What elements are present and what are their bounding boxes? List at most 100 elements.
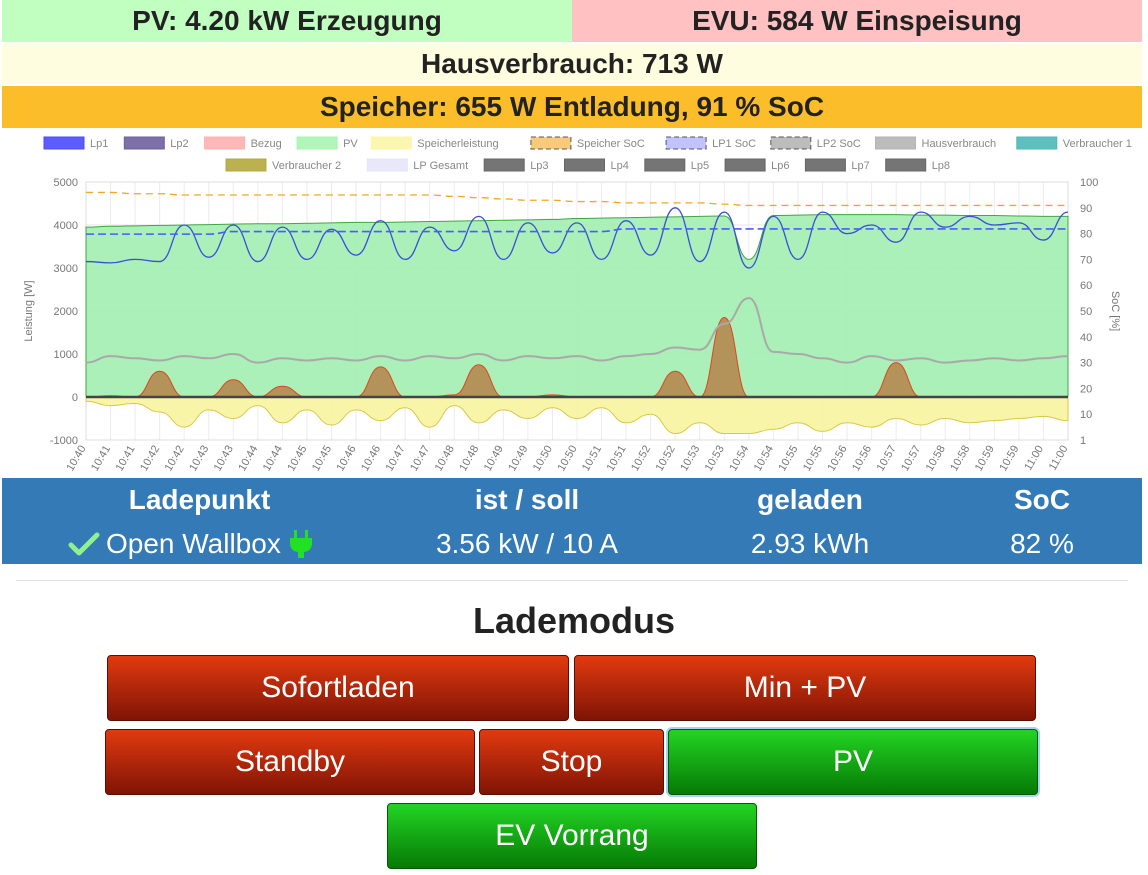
legend-item-lp1-soc: LP1 SoC — [665, 136, 756, 150]
x-tick-label: 10:59 — [997, 444, 1021, 474]
x-tick-label: 10:41 — [89, 444, 113, 474]
x-tick-label: 10:44 — [236, 444, 260, 474]
x-tick-label: 10:55 — [776, 444, 800, 474]
ladepunkt-soc: 82 % — [1010, 528, 1074, 559]
ev-vorrang-button[interactable]: EV Vorrang — [387, 803, 757, 869]
x-tick-label: 10:47 — [384, 444, 408, 474]
legend-label: Speicher SoC — [577, 138, 645, 150]
legend-label: Speicherleistung — [417, 138, 498, 150]
pv-status: PV: 4.20 kW Erzeugung — [2, 0, 572, 42]
legend-item-bezug: Bezug — [204, 136, 282, 150]
legend-swatch — [724, 158, 766, 172]
series-speicherleistung — [85, 396, 1069, 435]
chart-legend: Lp1 Lp2 Bezug PV Speicherleistung Speicher So… — [43, 136, 1132, 172]
y-tick-label: 0 — [72, 392, 78, 404]
legend-item-lp2: Lp2 — [123, 136, 189, 150]
legend-swatch — [123, 136, 165, 150]
legend-swatch — [644, 158, 686, 172]
legend-item-lp3: Lp3 — [483, 158, 549, 172]
x-tick-label: 10:44 — [261, 444, 285, 474]
legend-label: Verbraucher 1 — [1063, 138, 1132, 150]
x-tick-label: 10:43 — [187, 444, 211, 474]
x-tick-label: 10:47 — [408, 444, 432, 474]
legend-label: Lp1 — [90, 138, 108, 150]
x-tick-label: 10:53 — [678, 444, 702, 474]
ladepunkt-table: Ladepunkt ist / soll geladen SoC Open Wa… — [2, 478, 1142, 564]
legend-item-lp6: Lp6 — [724, 158, 789, 172]
legend-item-lp8: Lp8 — [885, 158, 950, 172]
standby-button[interactable]: Standby — [105, 729, 475, 795]
pv-button[interactable]: PV — [668, 729, 1038, 795]
legend-swatch — [885, 158, 927, 172]
y-tick-label: 2000 — [54, 306, 78, 318]
y-tick-label: 3000 — [54, 263, 78, 275]
y2-tick-label: 100 — [1080, 177, 1098, 189]
legend-item-hausverbrauch: Hausverbrauch — [875, 136, 997, 150]
x-tick-label: 10:48 — [457, 444, 481, 474]
x-tick-label: 10:54 — [727, 444, 751, 474]
storage-status: Speicher: 655 W Entladung, 91 % SoC — [2, 86, 1142, 128]
header-soc: SoC — [1014, 484, 1070, 515]
legend-label: Lp5 — [691, 160, 709, 172]
x-tick-label: 10:59 — [973, 444, 997, 474]
lademodus-title: Lademodus — [472, 600, 676, 641]
sofortladen-button[interactable]: Sofortladen — [107, 655, 569, 721]
x-tick-label: 10:50 — [555, 444, 579, 474]
x-tick-label: 10:50 — [531, 444, 555, 474]
legend-label: Bezug — [251, 138, 282, 150]
legend-swatch — [530, 136, 572, 150]
chart-series — [85, 191, 1069, 435]
x-tick-label: 10:46 — [334, 444, 358, 474]
stop-button[interactable]: Stop — [479, 729, 664, 795]
y-tick-label: 1000 — [54, 349, 78, 361]
legend-item-lp1: Lp1 — [43, 136, 108, 150]
x-tick-label: 11:00 — [1047, 444, 1071, 473]
evu-status: EVU: 584 W Einspeisung — [572, 0, 1142, 42]
legend-label: Hausverbrauch — [922, 138, 997, 150]
y2-tick-label: 70 — [1080, 254, 1092, 266]
x-tick-label: 10:56 — [825, 444, 849, 474]
x-tick-label: 10:58 — [948, 444, 972, 474]
series-hausverbrauch — [85, 297, 1069, 364]
legend-item-lp5: Lp5 — [644, 158, 709, 172]
series-speicher-soc — [86, 191, 1068, 207]
legend-swatch — [366, 158, 408, 172]
y-axis-label: Leistung [W] — [23, 280, 35, 341]
status-row-pv-evu: PV: 4.20 kW Erzeugung EVU: 584 W Einspei… — [2, 0, 1142, 42]
legend-label: Lp6 — [771, 160, 789, 172]
header-ist-soll: ist / soll — [474, 484, 580, 515]
y2-tick-label: 30 — [1080, 358, 1092, 370]
legend-swatch — [204, 136, 246, 150]
x-tick-label: 10:46 — [359, 444, 383, 474]
y2-tick-label: 1 — [1080, 435, 1086, 447]
check-icon — [68, 532, 100, 556]
x-tick-label: 10:45 — [285, 444, 309, 474]
legend-swatch — [875, 136, 916, 150]
legend-item-lp-gesamt: LP Gesamt — [366, 158, 468, 172]
legend-label: LP2 SoC — [817, 138, 861, 150]
legend-item-speicher-soc: Speicher SoC — [530, 136, 645, 150]
x-tick-label: 10:42 — [138, 444, 162, 474]
ladepunkt-row[interactable]: Open Wallbox — [68, 528, 328, 560]
x-tick-label: 10:51 — [605, 444, 629, 474]
y2-tick-label: 90 — [1080, 203, 1092, 215]
legend-swatch — [370, 136, 412, 150]
y-tick-label: 5000 — [54, 177, 78, 189]
x-tick-label: 10:52 — [654, 444, 678, 474]
x-tick-label: 10:52 — [629, 444, 653, 474]
min-pv-button[interactable]: Min + PV — [574, 655, 1036, 721]
y2-tick-label: 20 — [1080, 383, 1092, 395]
legend-item-verbraucher-1: Verbraucher 1 — [1016, 136, 1132, 150]
legend-swatch — [804, 158, 846, 172]
legend-label: LP1 SoC — [712, 138, 756, 150]
y2-axis-label: SoC [%] — [1109, 291, 1121, 331]
x-tick-label: 10:40 — [64, 444, 88, 474]
legend-swatch — [43, 136, 85, 150]
legend-label: Lp2 — [170, 138, 188, 150]
legend-swatch — [770, 136, 812, 150]
x-tick-label: 10:43 — [212, 444, 236, 474]
divider — [16, 580, 1128, 581]
x-tick-label: 10:49 — [506, 444, 530, 474]
legend-item-lp2-soc: LP2 SoC — [770, 136, 861, 150]
x-tick-label: 10:53 — [703, 444, 727, 474]
